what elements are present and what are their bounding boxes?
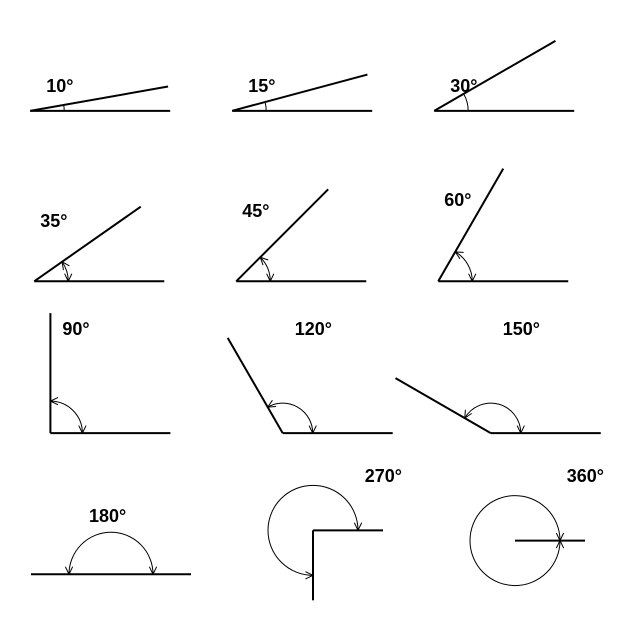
angle-label-15: 15°	[248, 76, 275, 97]
angle-label-150: 150°	[503, 319, 540, 340]
angle-cell-270: 270°	[212, 460, 414, 607]
angle-cell-180: 180°	[10, 460, 212, 607]
angle-diagram-45	[212, 167, 414, 314]
angle-diagram-10	[10, 20, 212, 167]
angle-cell-15: 15°	[212, 20, 414, 167]
angle-diagram-60	[414, 167, 616, 314]
angle-cell-90: 90°	[10, 313, 212, 460]
angle-label-270: 270°	[365, 466, 402, 487]
angle-cell-45: 45°	[212, 167, 414, 314]
angle-label-35: 35°	[40, 211, 67, 232]
angle-label-90: 90°	[62, 319, 89, 340]
angle-cell-360: 360°	[414, 460, 616, 607]
angle-label-10: 10°	[46, 76, 73, 97]
angle-label-45: 45°	[242, 201, 269, 222]
angle-cell-120: 120°	[212, 313, 414, 460]
angle-cell-10: 10°	[10, 20, 212, 167]
angle-cell-30: 30°	[414, 20, 616, 167]
angle-label-120: 120°	[295, 319, 332, 340]
angle-label-30: 30°	[450, 76, 477, 97]
angle-diagram-35	[10, 167, 212, 314]
angle-label-180: 180°	[89, 506, 126, 527]
angle-cell-150: 150°	[414, 313, 616, 460]
angle-cell-60: 60°	[414, 167, 616, 314]
angle-diagram-180	[10, 460, 212, 607]
angle-label-60: 60°	[444, 190, 471, 211]
angle-grid: 10° 15° 30° 35° 45° 60° 90° 120° 150° 180° 270° 360…	[0, 0, 626, 626]
angle-label-360: 360°	[567, 466, 604, 487]
angle-cell-35: 35°	[10, 167, 212, 314]
angle-diagram-90	[10, 313, 212, 460]
angle-diagram-30	[414, 20, 616, 167]
angle-diagram-15	[212, 20, 414, 167]
